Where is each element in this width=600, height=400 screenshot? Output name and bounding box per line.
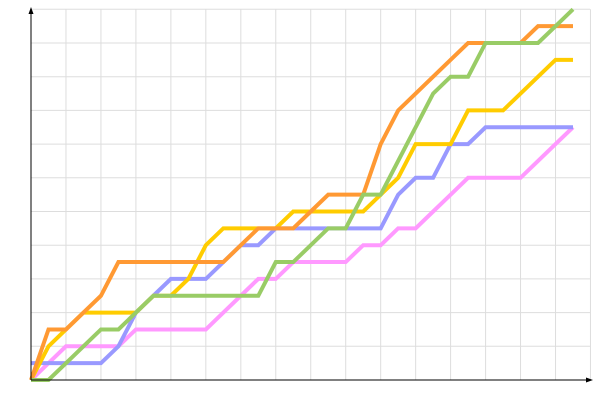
series-line-5	[31, 7, 575, 382]
series-line-3	[29, 57, 573, 381]
x-axis-arrow-icon	[586, 377, 593, 383]
series-line-4	[29, 24, 573, 381]
series-line-2	[31, 125, 573, 366]
series-lines	[29, 7, 575, 382]
y-axis-arrow-icon	[28, 7, 34, 14]
axes	[28, 7, 593, 383]
grid	[31, 8, 591, 380]
